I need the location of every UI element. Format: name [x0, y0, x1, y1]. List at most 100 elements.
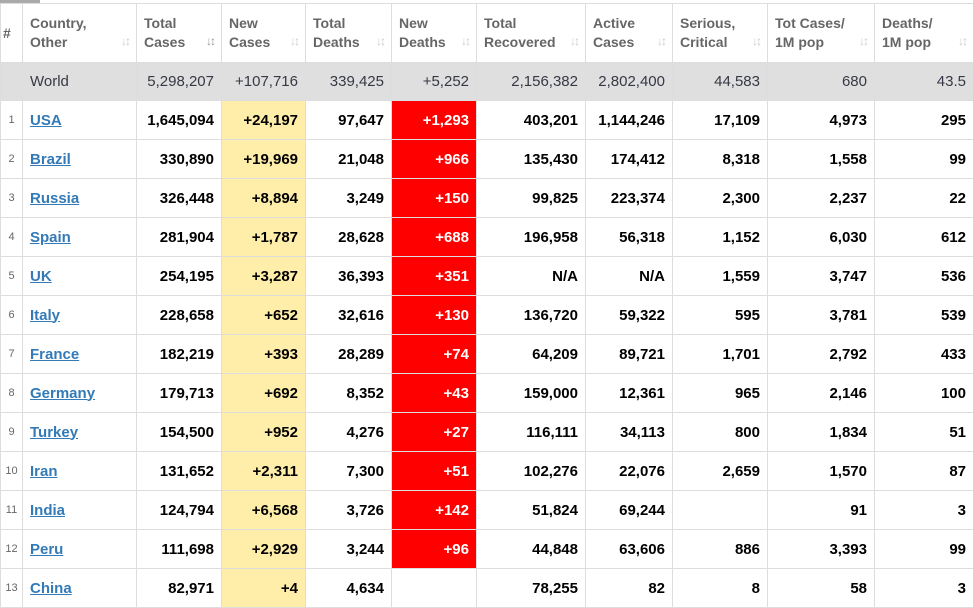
total-recovered-cell: 196,958 [476, 217, 586, 257]
sort-icon[interactable]: ↓↕ [290, 34, 300, 48]
rank-cell: 11 [0, 490, 23, 530]
total-deaths-cell: 32,616 [305, 295, 392, 335]
serious-critical-cell [672, 490, 768, 530]
total-recovered-cell: 51,824 [476, 490, 586, 530]
sort-icon[interactable]: ↓↕ [958, 34, 968, 48]
rank-cell: 1 [0, 100, 23, 140]
sort-icon[interactable]: ↓↕ [570, 34, 580, 48]
column-header-new-deaths[interactable]: New Deaths ↓↕ [391, 3, 477, 63]
column-header-label: Country, Other [30, 15, 87, 50]
cases-per-1m-cell: 58 [767, 568, 875, 608]
serious-critical-cell: 886 [672, 529, 768, 569]
table-row: 1 USA 1,645,094 +24,197 97,647 +1,293 403,201 1… [0, 100, 973, 140]
sort-icon[interactable]: ↓↕ [752, 34, 762, 48]
country-link[interactable]: Turkey [30, 423, 79, 441]
total-deaths-cell: 8,352 [305, 373, 392, 413]
country-cell: World [22, 62, 137, 101]
rank-cell: 3 [0, 178, 23, 218]
new-cases-cell: +952 [221, 412, 306, 452]
total-recovered-cell: 135,430 [476, 139, 586, 179]
new-cases-cell: +8,894 [221, 178, 306, 218]
column-header-total-deaths[interactable]: Total Deaths ↓↕ [305, 3, 392, 63]
total-recovered-cell: N/A [476, 256, 586, 296]
new-deaths-cell: +142 [391, 490, 477, 530]
active-cases-cell: 174,412 [585, 139, 673, 179]
country-link[interactable]: Iran [30, 462, 58, 480]
country-link[interactable]: UK [30, 267, 52, 285]
total-deaths-cell: 3,726 [305, 490, 392, 530]
total-recovered-cell: 159,000 [476, 373, 586, 413]
total-cases-cell: 179,713 [136, 373, 222, 413]
active-cases-cell: 89,721 [585, 334, 673, 374]
column-header-rank: # [0, 3, 23, 63]
country-link[interactable]: France [30, 345, 80, 363]
total-cases-cell: 124,794 [136, 490, 222, 530]
cases-per-1m-cell: 1,570 [767, 451, 875, 491]
cases-per-1m-cell: 3,781 [767, 295, 875, 335]
sort-icon[interactable]: ↓↕ [121, 34, 131, 48]
cases-per-1m-cell: 1,558 [767, 139, 875, 179]
covid-stats-table: # Country, Other ↓↕ Total Cases ↓↕ New Cases ↓… [0, 3, 973, 608]
deaths-per-1m-cell: 51 [874, 412, 973, 452]
new-cases-cell: +24,197 [221, 100, 306, 140]
cases-per-1m-cell: 4,973 [767, 100, 875, 140]
column-header-total-recovered[interactable]: Total Recovered ↓↕ [476, 3, 586, 63]
serious-critical-cell: 2,300 [672, 178, 768, 218]
sort-descending-icon[interactable]: ↓↕ [206, 34, 216, 48]
cases-per-1m-cell: 2,792 [767, 334, 875, 374]
cases-per-1m-cell: 1,834 [767, 412, 875, 452]
deaths-per-1m-cell: 22 [874, 178, 973, 218]
top-scroll-indicator [0, 0, 40, 3]
serious-critical-cell: 965 [672, 373, 768, 413]
new-cases-cell: +393 [221, 334, 306, 374]
column-header-label: Deaths/ 1M pop [882, 15, 933, 50]
new-cases-cell: +19,969 [221, 139, 306, 179]
country-link[interactable]: Brazil [30, 150, 71, 168]
cases-per-1m-cell: 3,393 [767, 529, 875, 569]
active-cases-cell: N/A [585, 256, 673, 296]
deaths-per-1m-cell: 99 [874, 529, 973, 569]
country-link[interactable]: India [30, 501, 66, 519]
rank-cell: 9 [0, 412, 23, 452]
total-recovered-cell: 99,825 [476, 178, 586, 218]
total-recovered-cell: 116,111 [476, 412, 586, 452]
new-cases-cell: +2,929 [221, 529, 306, 569]
total-cases-cell: 182,219 [136, 334, 222, 374]
country-link[interactable]: Germany [30, 384, 96, 402]
column-header-new-cases[interactable]: New Cases ↓↕ [221, 3, 306, 63]
header-row: # Country, Other ↓↕ Total Cases ↓↕ New Cases ↓… [0, 3, 973, 63]
total-cases-cell: 228,658 [136, 295, 222, 335]
column-header-total-cases[interactable]: Total Cases ↓↕ [136, 3, 222, 63]
sort-icon[interactable]: ↓↕ [859, 34, 869, 48]
country-link[interactable]: USA [30, 111, 62, 129]
serious-critical-cell: 17,109 [672, 100, 768, 140]
new-cases-cell: +2,311 [221, 451, 306, 491]
country-cell: Russia [22, 178, 137, 218]
cases-per-1m-cell: 3,747 [767, 256, 875, 296]
deaths-per-1m-cell: 539 [874, 295, 973, 335]
country-link[interactable]: Spain [30, 228, 71, 246]
country-link[interactable]: Russia [30, 189, 80, 207]
deaths-per-1m-cell: 43.5 [874, 62, 973, 101]
country-link[interactable]: Peru [30, 540, 64, 558]
total-cases-cell: 1,645,094 [136, 100, 222, 140]
column-header-deaths-per-1m[interactable]: Deaths/ 1M pop ↓↕ [874, 3, 973, 63]
column-header-cases-per-1m[interactable]: Tot Cases/ 1M pop ↓↕ [767, 3, 875, 63]
sort-icon[interactable]: ↓↕ [461, 34, 471, 48]
country-cell: Peru [22, 529, 137, 569]
sort-icon[interactable]: ↓↕ [657, 34, 667, 48]
country-cell: UK [22, 256, 137, 296]
country-cell: France [22, 334, 137, 374]
column-header-serious-critical[interactable]: Serious, Critical ↓↕ [672, 3, 768, 63]
country-link[interactable]: China [30, 579, 72, 597]
table-row: 10 Iran 131,652 +2,311 7,300 +51 102,276 22,076… [0, 451, 973, 491]
country-cell: Spain [22, 217, 137, 257]
sort-icon[interactable]: ↓↕ [376, 34, 386, 48]
country-link[interactable]: Italy [30, 306, 61, 324]
active-cases-cell: 22,076 [585, 451, 673, 491]
rank-cell: 6 [0, 295, 23, 335]
column-header-country[interactable]: Country, Other ↓↕ [22, 3, 137, 63]
serious-critical-cell: 8 [672, 568, 768, 608]
column-header-active-cases[interactable]: Active Cases ↓↕ [585, 3, 673, 63]
country-cell: USA [22, 100, 137, 140]
